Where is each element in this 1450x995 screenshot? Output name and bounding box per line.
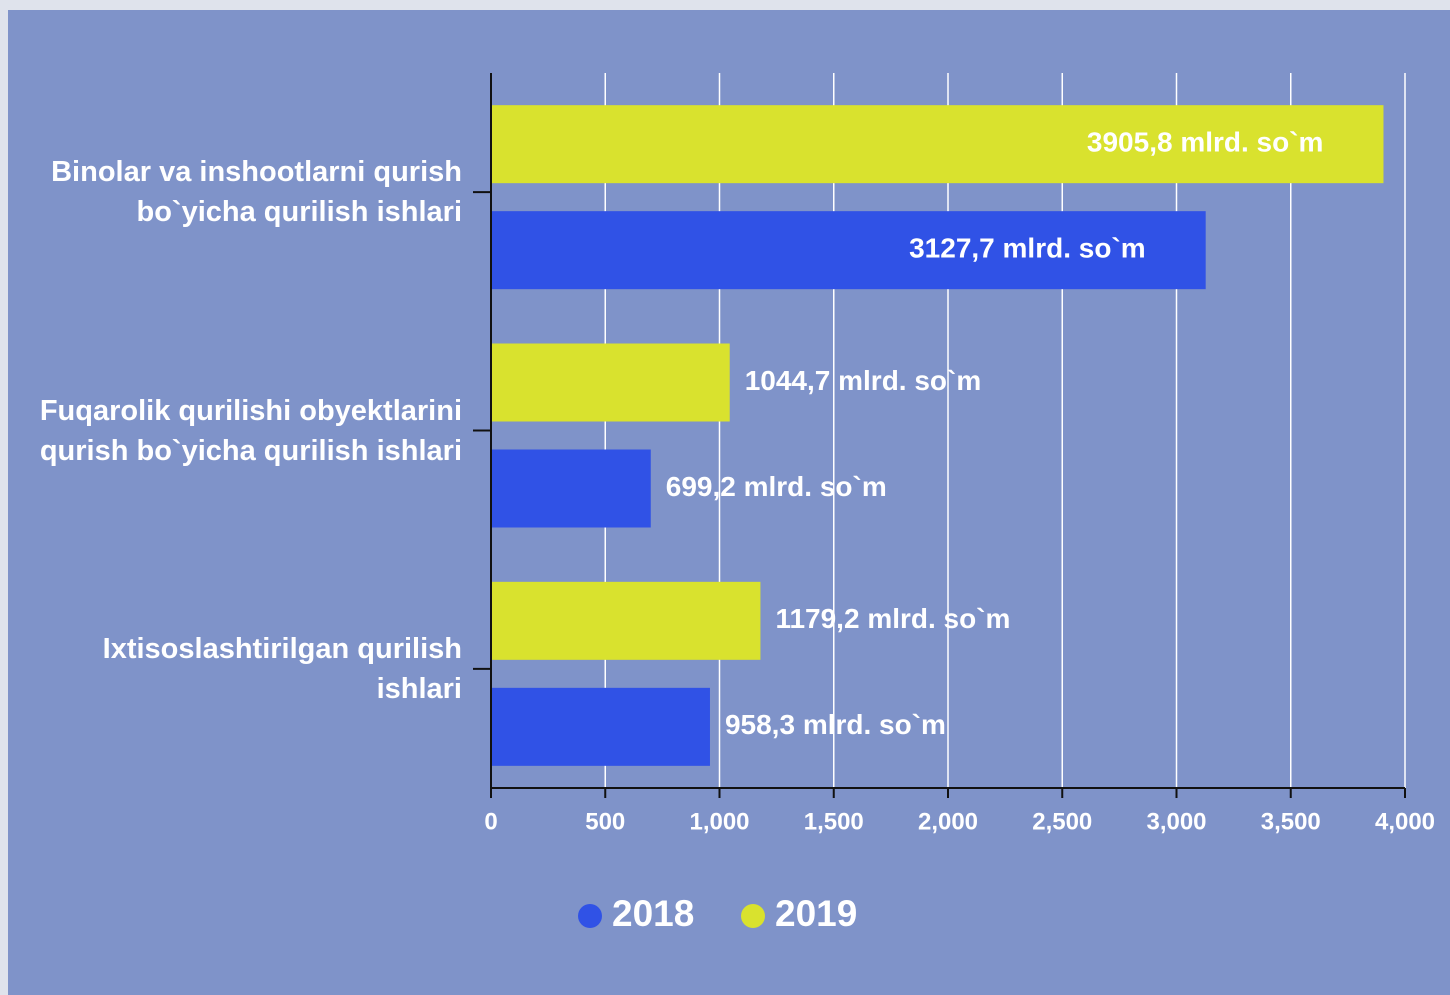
- x-tick-label: 4,000: [1375, 808, 1435, 835]
- x-tick-label: 1,500: [804, 808, 864, 835]
- y-tick-label: Ixtisoslashtirilgan qurilish ishlari: [102, 632, 462, 705]
- legend-swatch: [741, 904, 765, 928]
- y-tick-label: Fuqarolik qurilishi obyektlarini qurish …: [39, 394, 462, 467]
- x-tick-label: 3,500: [1261, 808, 1321, 835]
- bar: [491, 449, 651, 528]
- data-label: 1044,7 mlrd. so`m: [745, 365, 982, 396]
- bar: [491, 211, 1206, 290]
- x-tick-label: 0: [484, 808, 497, 835]
- data-label: 3905,8 mlrd. so`m: [1087, 127, 1324, 158]
- bar: [491, 581, 761, 660]
- bar: [491, 343, 730, 422]
- x-tick-label: 2,000: [918, 808, 978, 835]
- data-label: 3127,7 mlrd. so`m: [909, 233, 1146, 264]
- bar: [491, 105, 1384, 184]
- data-label: 958,3 mlrd. so`m: [725, 709, 946, 740]
- bar: [491, 687, 710, 766]
- data-label: 699,2 mlrd. so`m: [666, 471, 887, 502]
- legend-swatch: [578, 904, 602, 928]
- legend-label: 2019: [775, 893, 857, 934]
- x-tick-label: 500: [585, 808, 625, 835]
- x-tick-label: 2,500: [1032, 808, 1092, 835]
- x-tick-label: 3,000: [1146, 808, 1206, 835]
- y-tick-label: Binolar va inshootlarni qurish bo`yicha …: [51, 156, 462, 229]
- data-label: 1179,2 mlrd. so`m: [775, 603, 1010, 634]
- legend-label: 2018: [612, 893, 694, 934]
- x-tick-label: 1,000: [689, 808, 749, 835]
